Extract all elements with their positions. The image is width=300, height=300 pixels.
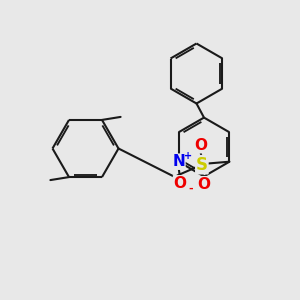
Text: N: N — [172, 154, 185, 169]
Text: S: S — [196, 156, 208, 174]
Text: -: - — [188, 184, 193, 194]
Text: +: + — [184, 151, 192, 161]
Text: O: O — [194, 138, 207, 153]
Text: O: O — [197, 177, 210, 192]
Text: O: O — [173, 176, 187, 191]
